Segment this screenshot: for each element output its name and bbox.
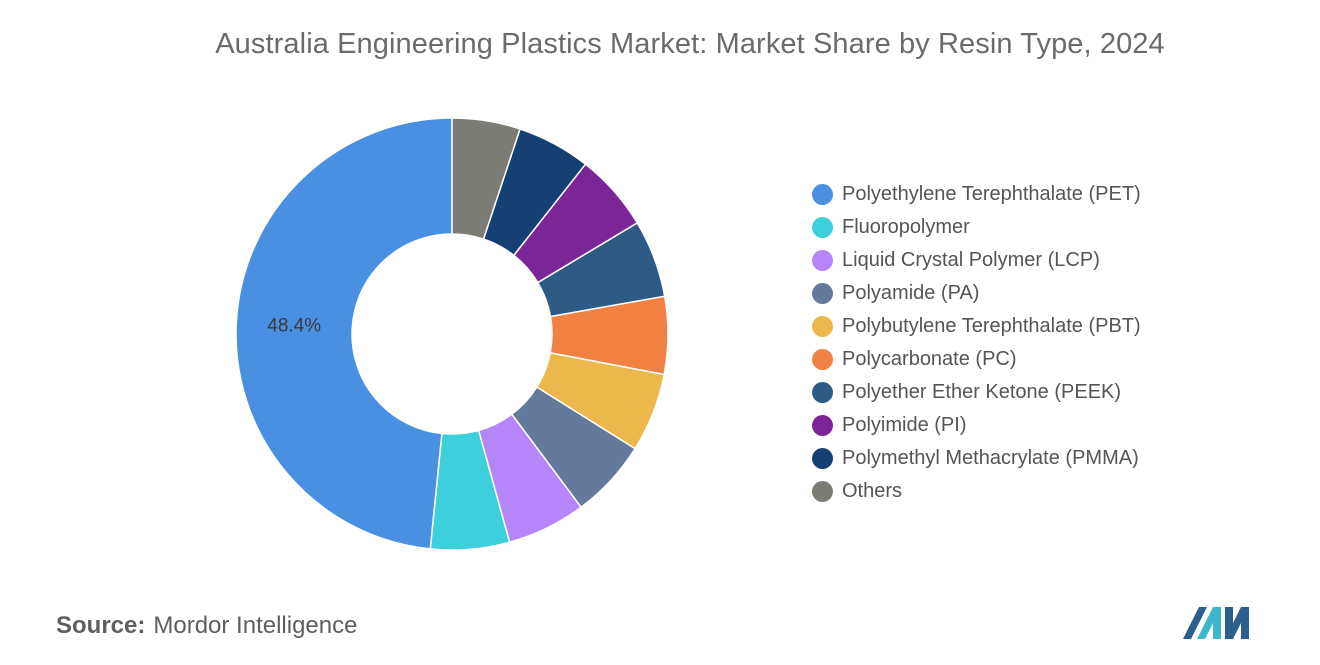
logo-shape-left	[1183, 607, 1207, 639]
legend-item: Polyimide (PI)	[812, 409, 1141, 442]
legend-label: Polyether Ether Ketone (PEEK)	[842, 381, 1122, 403]
donut-slices	[235, 117, 669, 551]
donut-slice-0	[235, 117, 453, 550]
source-note: Source: Mordor Intelligence	[56, 612, 357, 640]
donut-data-label-0: 48.4%	[267, 316, 321, 337]
source-text: Mordor Intelligence	[153, 612, 358, 639]
legend-swatch	[812, 217, 833, 238]
donut-slice-9	[451, 117, 521, 241]
legend-swatch	[812, 250, 833, 271]
legend-item: Polycarbonate (PC)	[812, 343, 1141, 376]
legend-item: Polyethylene Terephthalate (PET)	[812, 178, 1141, 211]
legend-label: Polycarbonate (PC)	[842, 348, 1017, 370]
legend-swatch	[812, 184, 833, 205]
legend-item: Polybutylene Terephthalate (PBT)	[812, 310, 1141, 343]
legend-swatch	[812, 481, 833, 502]
logo-shape-right	[1225, 607, 1249, 639]
legend-label: Polyethylene Terephthalate (PET)	[842, 183, 1141, 205]
legend-label: Polyimide (PI)	[842, 414, 967, 436]
legend-item: Fluoropolymer	[812, 211, 1141, 244]
legend-item: Polyamide (PA)	[812, 277, 1141, 310]
legend-label: Fluoropolymer	[842, 216, 970, 238]
legend-label: Liquid Crystal Polymer (LCP)	[842, 249, 1100, 271]
source-prefix: Source:	[56, 612, 146, 639]
legend-label: Others	[842, 480, 903, 502]
legend-swatch	[812, 382, 833, 403]
legend-item: Polyether Ether Ketone (PEEK)	[812, 376, 1141, 409]
legend-item: Liquid Crystal Polymer (LCP)	[812, 244, 1141, 277]
legend-swatch	[812, 316, 833, 337]
chart-title: Australia Engineering Plastics Market: M…	[215, 28, 1165, 60]
legend-label: Polyamide (PA)	[842, 282, 980, 304]
legend-label: Polybutylene Terephthalate (PBT)	[842, 315, 1141, 337]
logo-shape-mid	[1197, 607, 1221, 639]
legend-swatch	[812, 415, 833, 436]
legend-swatch	[812, 448, 833, 469]
mordor-intelligence-logo	[1183, 607, 1249, 639]
legend-item: Others	[812, 475, 1141, 508]
legend-swatch	[812, 283, 833, 304]
legend-item: Polymethyl Methacrylate (PMMA)	[812, 442, 1141, 475]
donut-data-labels: 48.4%	[267, 316, 321, 337]
legend-swatch	[812, 349, 833, 370]
chart-legend: Polyethylene Terephthalate (PET) Fluoropo…	[812, 178, 1141, 508]
legend-label: Polymethyl Methacrylate (PMMA)	[842, 447, 1139, 469]
